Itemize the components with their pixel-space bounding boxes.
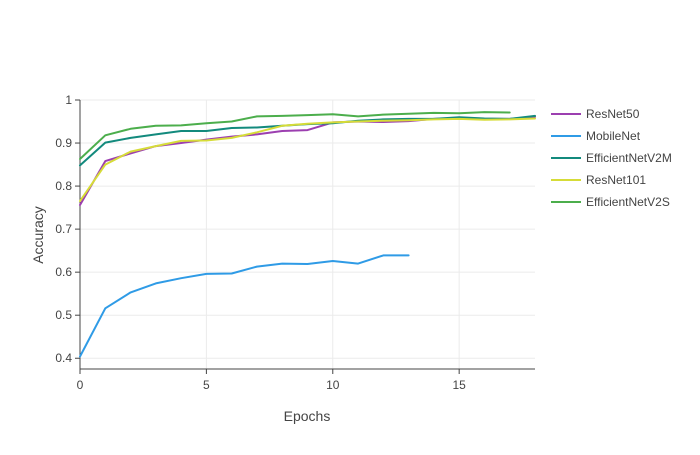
legend: ResNet50 MobileNet EfficientNetV2M ResNet10… [551,107,672,209]
legend-label: EfficientNetV2S [586,195,670,209]
x-axis-title: Epochs [284,408,331,424]
x-tick-label: 15 [452,378,466,392]
y-tick-label: 0.9 [55,136,72,150]
y-tick-label: 0.5 [55,308,72,322]
y-axis-title: Accuracy [30,206,46,264]
x-tick-label: 0 [77,378,84,392]
series-line-resnet101 [79,117,536,203]
series-line-resnet50 [79,115,536,206]
y-tick-label: 0.8 [55,179,72,193]
legend-label: ResNet101 [586,173,646,187]
series-lines [79,111,536,358]
grid [79,99,535,369]
series-line-mobilenet [79,254,410,358]
legend-label: MobileNet [586,129,641,143]
y-tick-label: 1 [65,93,72,107]
axes: 0.40.50.60.70.80.910 5 10 15 [55,93,535,392]
series-line-efficientnetv2s [79,111,511,160]
y-tick-label: 0.4 [55,351,72,365]
legend-label: ResNet50 [586,107,640,121]
x-tick-label: 5 [203,378,210,392]
y-tick-label: 0.6 [55,265,72,279]
x-tick-label: 10 [326,378,340,392]
legend-label: EfficientNetV2M [586,151,672,165]
y-tick-label: 0.7 [55,222,72,236]
